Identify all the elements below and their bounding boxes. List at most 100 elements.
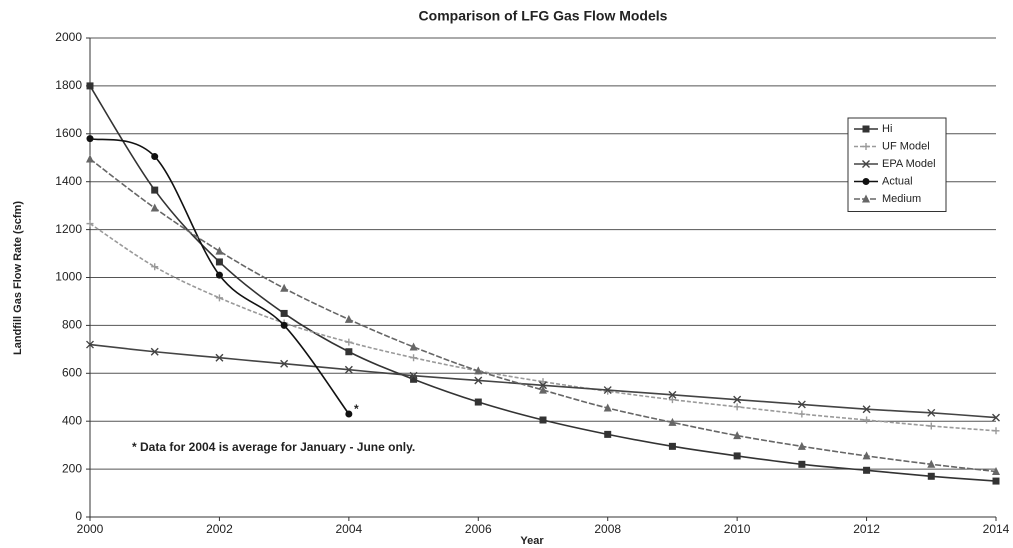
marker <box>280 359 289 368</box>
y-tick-label: 600 <box>62 365 82 379</box>
marker <box>927 408 936 417</box>
marker <box>927 422 935 430</box>
marker <box>409 342 418 351</box>
marker <box>539 385 547 394</box>
marker <box>474 376 483 385</box>
marker <box>280 309 288 317</box>
annotation: * Data for 2004 is average for January -… <box>132 440 415 454</box>
marker <box>603 386 612 395</box>
x-axis-title: Year <box>520 535 544 547</box>
marker <box>151 186 159 194</box>
marker <box>215 271 223 279</box>
marker <box>345 410 353 418</box>
series-line <box>89 222 997 432</box>
marker <box>992 477 1000 485</box>
marker <box>151 263 159 271</box>
marker <box>539 416 547 424</box>
marker <box>86 220 94 228</box>
marker <box>862 160 870 168</box>
x-tick-label: 2000 <box>77 522 104 536</box>
y-tick-label: 1400 <box>55 174 82 188</box>
marker <box>862 405 871 414</box>
marker <box>280 283 289 292</box>
y-tick-label: 1800 <box>55 78 82 92</box>
legend-label: Hi <box>882 123 892 135</box>
marker <box>733 403 741 411</box>
marker <box>862 178 870 185</box>
marker <box>409 371 418 380</box>
marker <box>927 472 935 480</box>
x-tick-label: 2006 <box>465 522 492 536</box>
marker <box>604 387 612 395</box>
marker <box>992 466 1000 475</box>
marker <box>215 258 223 266</box>
marker <box>798 460 806 468</box>
legend-label: Medium <box>882 193 921 205</box>
marker <box>410 375 418 383</box>
y-tick-label: 1000 <box>55 270 82 284</box>
marker <box>733 431 742 440</box>
marker <box>539 378 547 386</box>
marker <box>797 400 806 409</box>
y-tick-label: 2000 <box>55 30 82 44</box>
marker <box>215 353 224 362</box>
marker <box>86 135 94 143</box>
annotation: * <box>354 402 359 416</box>
marker <box>668 390 677 399</box>
marker <box>344 314 353 323</box>
marker <box>603 403 612 412</box>
marker <box>668 417 677 426</box>
marker <box>927 459 936 468</box>
y-tick-label: 0 <box>75 509 82 523</box>
marker <box>862 125 870 133</box>
marker <box>280 321 288 329</box>
marker <box>862 451 871 460</box>
x-tick-label: 2014 <box>983 522 1010 536</box>
marker <box>798 410 806 418</box>
marker <box>410 354 418 362</box>
x-tick-label: 2012 <box>853 522 880 536</box>
x-tick-label: 2010 <box>724 522 751 536</box>
marker <box>150 203 159 212</box>
marker <box>215 294 223 302</box>
marker <box>862 143 870 150</box>
marker <box>992 427 1000 435</box>
marker <box>344 365 353 374</box>
marker <box>474 366 483 375</box>
x-tick-label: 2008 <box>594 522 621 536</box>
x-tick-label: 2004 <box>336 522 363 536</box>
marker <box>151 153 159 161</box>
y-tick-label: 1200 <box>55 222 82 236</box>
marker <box>863 466 871 474</box>
legend-label: Actual <box>882 175 913 187</box>
marker <box>474 398 482 406</box>
marker <box>668 442 676 450</box>
y-axis-title: Landfill Gas Flow Rate (scfm) <box>12 201 24 355</box>
marker <box>150 347 159 356</box>
marker <box>863 416 871 424</box>
legend-label: UF Model <box>882 140 930 152</box>
marker <box>797 441 806 450</box>
y-tick-label: 800 <box>62 318 82 332</box>
marker <box>668 396 676 404</box>
chart-title: Comparison of LFG Gas Flow Models <box>419 8 668 24</box>
marker <box>345 338 353 346</box>
legend-label: EPA Model <box>882 158 936 170</box>
marker <box>86 154 94 163</box>
y-tick-label: 1600 <box>55 126 82 140</box>
x-tick-label: 2002 <box>206 522 233 536</box>
marker <box>215 246 224 255</box>
marker <box>733 452 741 460</box>
marker <box>86 340 94 349</box>
y-tick-label: 400 <box>62 413 82 427</box>
marker <box>992 413 1000 422</box>
marker <box>604 430 612 438</box>
marker <box>862 194 870 203</box>
marker <box>733 395 742 404</box>
marker <box>539 381 547 390</box>
y-tick-label: 200 <box>62 461 82 475</box>
marker <box>345 348 353 356</box>
marker <box>86 82 94 90</box>
legend: Hi UF Model EPA Model Actual Medium <box>847 117 947 212</box>
